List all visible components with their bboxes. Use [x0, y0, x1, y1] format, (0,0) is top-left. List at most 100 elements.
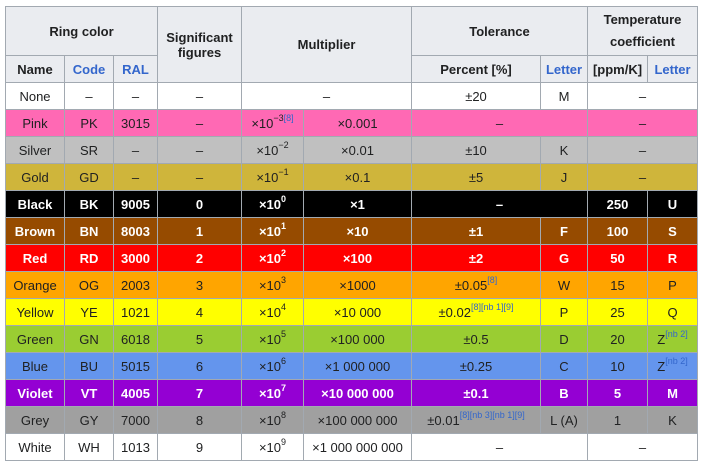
cell-multiplier-decimal: ×1 — [303, 190, 412, 218]
cell-tolerance-letter-text: B — [559, 385, 569, 401]
cell-multiplier-power: ×105 — [241, 325, 304, 353]
cell-multiplier-decimal-text: ×1 000 000 — [324, 358, 391, 374]
multiplier-ref[interactable]: [8] — [283, 113, 294, 124]
cell-temp-coefficient-letter: K — [647, 406, 698, 434]
multiplier-exponent: 2 — [281, 248, 287, 259]
cell-multiplier-power-text: ×10 — [258, 439, 282, 455]
cell-code: GD — [64, 163, 114, 191]
cell-color-name-text: Black — [17, 196, 53, 212]
cell-code: BU — [64, 352, 114, 380]
table-row-gold: Gold GD – – ×10−1 ×0.1 ±5 J – — [5, 163, 698, 191]
cell-tolerance-letter-text: L (A) — [550, 412, 578, 428]
cell-temp-coefficient-letter-ref[interactable]: [nb 2] — [665, 356, 688, 367]
cell-tolerance-percent-ref[interactable]: [8] — [487, 275, 498, 286]
multiplier-exponent: 9 — [281, 437, 287, 448]
cell-ral-text: 1021 — [121, 304, 150, 320]
cell-code: YE — [64, 298, 114, 326]
cell-tolerance-percent-ref[interactable]: [8][nb 1][9] — [470, 302, 514, 313]
cell-tolerance-letter-text: W — [557, 277, 571, 293]
multiplier-exponent: 8 — [281, 410, 287, 421]
cell-code-text: RD — [79, 250, 99, 266]
cell-color-name-text: Pink — [22, 115, 48, 131]
table-body: None – – – – ±20 M – Pink PK 3015– ×10−3[8] ×0.001– –… — [5, 82, 698, 461]
cell-ral: 3015 — [113, 109, 158, 137]
cell-significant-figure: 2 — [157, 244, 242, 272]
cell-code: VT — [64, 379, 114, 407]
table-row-silver: Silver SR – – ×10−2 ×0.01 ±10 K – — [5, 136, 698, 164]
cell-tolerance-percent-text: ±2 — [468, 250, 484, 266]
cell-tolerance-percent-text: ±5 — [468, 169, 484, 185]
cell-tolerance-percent: ±0.02[8][nb 1][9] — [411, 298, 541, 326]
cell-multiplier-power: ×10−2 — [241, 136, 304, 164]
cell-significant-figure: – — [157, 82, 242, 110]
cell-code-text: GY — [79, 412, 99, 428]
header-tolerance-letter-link[interactable]: Letter — [540, 55, 588, 83]
cell-code-text: GD — [79, 169, 99, 185]
cell-multiplier-decimal-text: ×1000 — [339, 277, 376, 293]
cell-temp-coefficient-ppm-text: 5 — [613, 385, 622, 401]
cell-ral-text: – — [131, 169, 140, 185]
cell-significant-figure-text: 8 — [195, 412, 204, 428]
cell-tolerance-percent-ref[interactable]: [8][nb 3][nb 1][9] — [459, 410, 525, 421]
cell-significant-figure: 5 — [157, 325, 242, 353]
cell-tolerance-percent-text: ±0.5 — [463, 331, 489, 347]
cell-code: SR — [64, 136, 114, 164]
cell-temp-coefficient-ppm-text: 10 — [610, 358, 625, 374]
cell-tolerance-letter: C — [540, 352, 588, 380]
cell-multiplier-power: ×101 — [241, 217, 304, 245]
cell-tolerance-percent: ±0.01[8][nb 3][nb 1][9] — [411, 406, 541, 434]
cell-tolerance-percent-text: ±0.05 — [454, 277, 488, 293]
cell-code-text: BU — [79, 358, 99, 374]
cell-temp-coefficient: – — [587, 433, 698, 461]
cell-color-name: None — [5, 82, 65, 110]
cell-multiplier-power: ×108 — [241, 406, 304, 434]
cell-significant-figure-text: 1 — [195, 223, 204, 239]
cell-significant-figure: 4 — [157, 298, 242, 326]
cell-ral: 7000 — [113, 406, 158, 434]
cell-multiplier-power: ×107 — [241, 379, 304, 407]
cell-temp-coefficient-letter-text: Z — [657, 331, 666, 347]
cell-ral-text: 5015 — [121, 358, 150, 374]
multiplier-exponent: 5 — [281, 329, 287, 340]
cell-multiplier-decimal-text: ×10 000 000 — [321, 385, 394, 401]
header-tolerance: Tolerance — [411, 6, 588, 56]
cell-ral: 1013 — [113, 433, 158, 461]
cell-temp-coefficient: – — [587, 163, 698, 191]
cell-tolerance-letter: G — [540, 244, 588, 272]
cell-tolerance-letter-text: J — [560, 169, 568, 185]
header-ppm-per-k: [ppm/K] — [587, 55, 648, 83]
cell-temp-coefficient-ppm-text: 20 — [610, 331, 625, 347]
cell-tolerance-percent-text: ±0.1 — [463, 385, 489, 401]
header-code-link[interactable]: Code — [64, 55, 114, 83]
cell-temp-coefficient-text: – — [638, 169, 647, 185]
cell-ral: 6018 — [113, 325, 158, 353]
cell-temp-coefficient-letter-ref[interactable]: [nb 2] — [665, 329, 688, 340]
cell-color-name-text: Brown — [14, 223, 56, 239]
cell-multiplier-power-text: ×10 — [258, 196, 282, 212]
cell-multiplier-decimal: ×100 — [303, 244, 412, 272]
cell-multiplier-decimal-text: ×100 000 — [330, 331, 385, 347]
cell-significant-figure: 1 — [157, 217, 242, 245]
cell-ral-text: – — [131, 142, 140, 158]
cell-color-name: Black — [5, 190, 65, 218]
header-tc-letter-link[interactable]: Letter — [647, 55, 698, 83]
cell-multiplier-power-text: ×10 — [258, 223, 282, 239]
cell-temp-coefficient-ppm-text: 15 — [610, 277, 625, 293]
cell-color-name-text: Red — [22, 250, 48, 266]
cell-temp-coefficient-letter: Z[nb 2] — [647, 352, 698, 380]
cell-multiplier-power: ×103 — [241, 271, 304, 299]
cell-code-text: OG — [78, 277, 100, 293]
multiplier-exponent: −3 — [273, 113, 284, 124]
cell-tolerance-letter-text: K — [559, 142, 569, 158]
cell-significant-figure-text: 5 — [195, 331, 204, 347]
cell-tolerance-percent-text: ±0.02 — [438, 304, 471, 320]
cell-multiplier-power-text: ×10 — [258, 250, 282, 266]
cell-color-name: Orange — [5, 271, 65, 299]
header-ral-link[interactable]: RAL — [113, 55, 158, 83]
cell-significant-figure-text: 7 — [195, 385, 204, 401]
cell-multiplier-decimal-text: ×0.1 — [344, 169, 371, 185]
cell-temp-coefficient-ppm-text: 250 — [606, 196, 629, 212]
cell-color-name: Grey — [5, 406, 65, 434]
cell-temp-coefficient-letter: P — [647, 271, 698, 299]
header-multiplier: Multiplier — [241, 6, 412, 83]
